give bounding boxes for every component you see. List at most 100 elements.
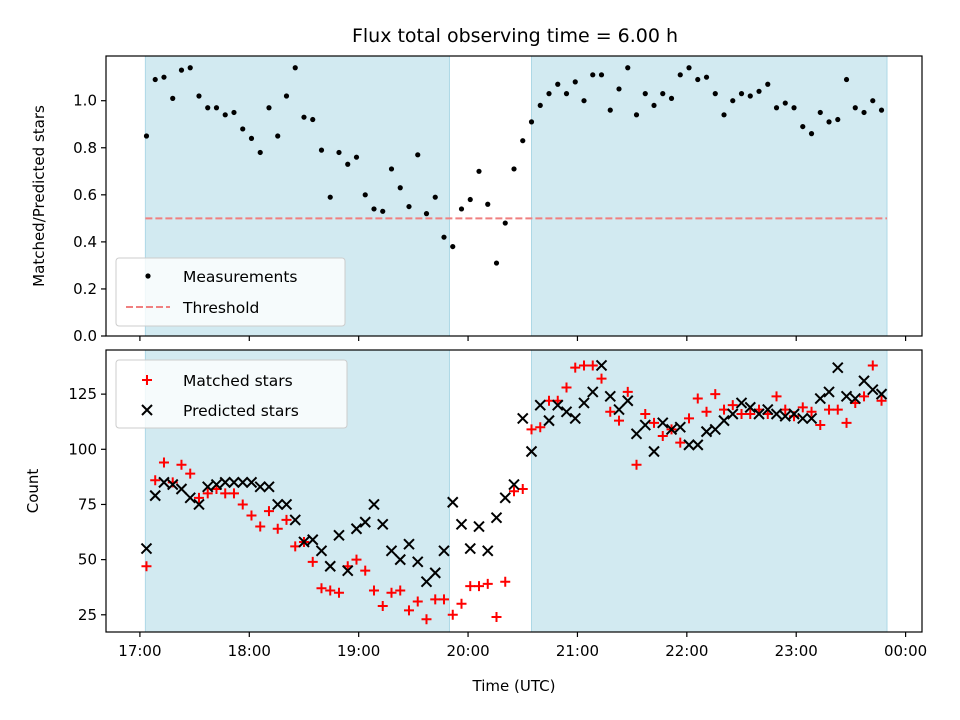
- predicted-star-point: [368, 498, 380, 511]
- measurement-point: [310, 116, 316, 123]
- predicted-star-point: [805, 412, 818, 425]
- matched-star-point: [377, 600, 388, 611]
- legend-threshold-label: Threshold: [182, 299, 259, 317]
- predicted-star-point: [350, 523, 363, 535]
- predicted-star-point: [622, 395, 634, 407]
- measurement-point: [572, 79, 578, 85]
- matched-star-point: [185, 468, 196, 479]
- predicted-star-point: [867, 384, 879, 396]
- bottom-legend: Matched stars Predicted stars: [115, 359, 348, 429]
- predicted-star-point: [307, 534, 319, 546]
- predicted-star-point: [770, 408, 783, 420]
- predicted-star-point: [210, 478, 223, 491]
- ratio-panel: 0.0 0.2 0.4 0.6 0.8 1.0 Matched/Predicted sta…: [30, 55, 923, 345]
- predicted-star-point: [254, 481, 266, 493]
- y-tick-label: 125: [68, 385, 97, 403]
- matched-star-point: [815, 420, 826, 431]
- legend-plus-symbol: [142, 375, 152, 385]
- measurement-point: [266, 105, 272, 111]
- measurement-point: [598, 72, 605, 78]
- measurement-point: [327, 194, 333, 200]
- x-tick-label: 19:00: [337, 642, 380, 660]
- matched-star-point: [176, 459, 187, 470]
- measurement-point: [633, 112, 640, 118]
- matched-star-point: [579, 360, 590, 371]
- measurement-point: [668, 95, 675, 101]
- predicted-star-point: [552, 399, 564, 411]
- matched-star-point: [596, 373, 607, 384]
- predicted-star-point: [490, 511, 503, 524]
- measurement-point: [231, 109, 237, 116]
- measurement-point: [721, 112, 727, 118]
- top-legend: Measurements Threshold: [115, 257, 346, 327]
- matched-star-point: [684, 413, 695, 424]
- measurement-point: [283, 93, 290, 99]
- predicted-star-point: [420, 575, 433, 588]
- measurement-point: [493, 260, 500, 266]
- matched-star-point: [202, 488, 213, 499]
- measurement-point: [528, 119, 535, 125]
- matched-star-point: [316, 583, 327, 594]
- measurement-point: [695, 76, 701, 83]
- predicted-star-point: [797, 412, 809, 425]
- predicted-star-point: [604, 390, 616, 403]
- y-tick-label: 0.0: [73, 327, 97, 345]
- matched-star-point: [246, 510, 257, 521]
- matched-star-point: [158, 457, 169, 468]
- legend-matched-label: Matched stars: [183, 372, 293, 390]
- matched-star-point: [832, 404, 843, 415]
- measurement-point: [817, 109, 823, 116]
- measurement-point: [537, 102, 543, 109]
- predicted-star-point: [639, 419, 651, 431]
- matched-star-point: [465, 581, 476, 592]
- matched-star-point: [386, 587, 397, 598]
- predicted-star-point: [385, 545, 398, 557]
- predicted-star-point: [832, 361, 844, 374]
- top-plot-frame: [105, 55, 923, 337]
- predicted-star-point: [674, 421, 686, 433]
- measurement-point: [292, 65, 298, 71]
- matched-star-point: [640, 408, 651, 419]
- measurement-point: [423, 211, 430, 217]
- predicted-star-point: [228, 476, 240, 489]
- matched-star-point: [473, 581, 484, 592]
- matched-star-point: [263, 506, 274, 517]
- predicted-star-point: [779, 410, 791, 422]
- measurement-point: [870, 98, 876, 104]
- measurement-point: [765, 81, 771, 87]
- measurement-point: [861, 109, 867, 116]
- measurement-point: [432, 194, 438, 200]
- predicted-star-point: [727, 408, 739, 420]
- matched-star-point: [657, 431, 668, 442]
- predicted-star-point: [788, 408, 800, 420]
- y-tick-label: 100: [68, 440, 97, 458]
- predicted-star-point: [167, 478, 179, 491]
- matched-star-point: [333, 587, 344, 598]
- measurement-point: [318, 147, 325, 153]
- matched-star-point: [675, 437, 686, 448]
- predicted-star-point: [447, 496, 459, 508]
- matched-star-point: [237, 499, 248, 510]
- predicted-star-point: [237, 476, 249, 489]
- measurement-point: [248, 135, 255, 141]
- measurement-points: [143, 65, 885, 266]
- matched-star-point: [456, 598, 467, 609]
- matched-star-point: [351, 554, 362, 565]
- measurement-point: [712, 91, 718, 97]
- matched-star-point: [438, 594, 449, 605]
- bottom-y-axis-label: Count: [24, 469, 42, 514]
- legend-predicted-label: Predicted stars: [183, 402, 299, 420]
- predicted-star-point: [499, 492, 511, 504]
- matched-star-point: [141, 561, 152, 572]
- matched-star-point: [710, 389, 721, 400]
- x-tick-label: 18:00: [228, 642, 271, 660]
- predicted-star-point: [482, 545, 494, 557]
- measurement-point: [747, 93, 753, 99]
- measurement-point: [555, 81, 561, 87]
- matched-star-point: [255, 521, 266, 532]
- measurement-point: [415, 152, 421, 158]
- predicted-star-point: [700, 425, 713, 438]
- measurement-point: [476, 168, 482, 174]
- measurement-point: [213, 105, 220, 111]
- matched-star-point: [412, 596, 423, 607]
